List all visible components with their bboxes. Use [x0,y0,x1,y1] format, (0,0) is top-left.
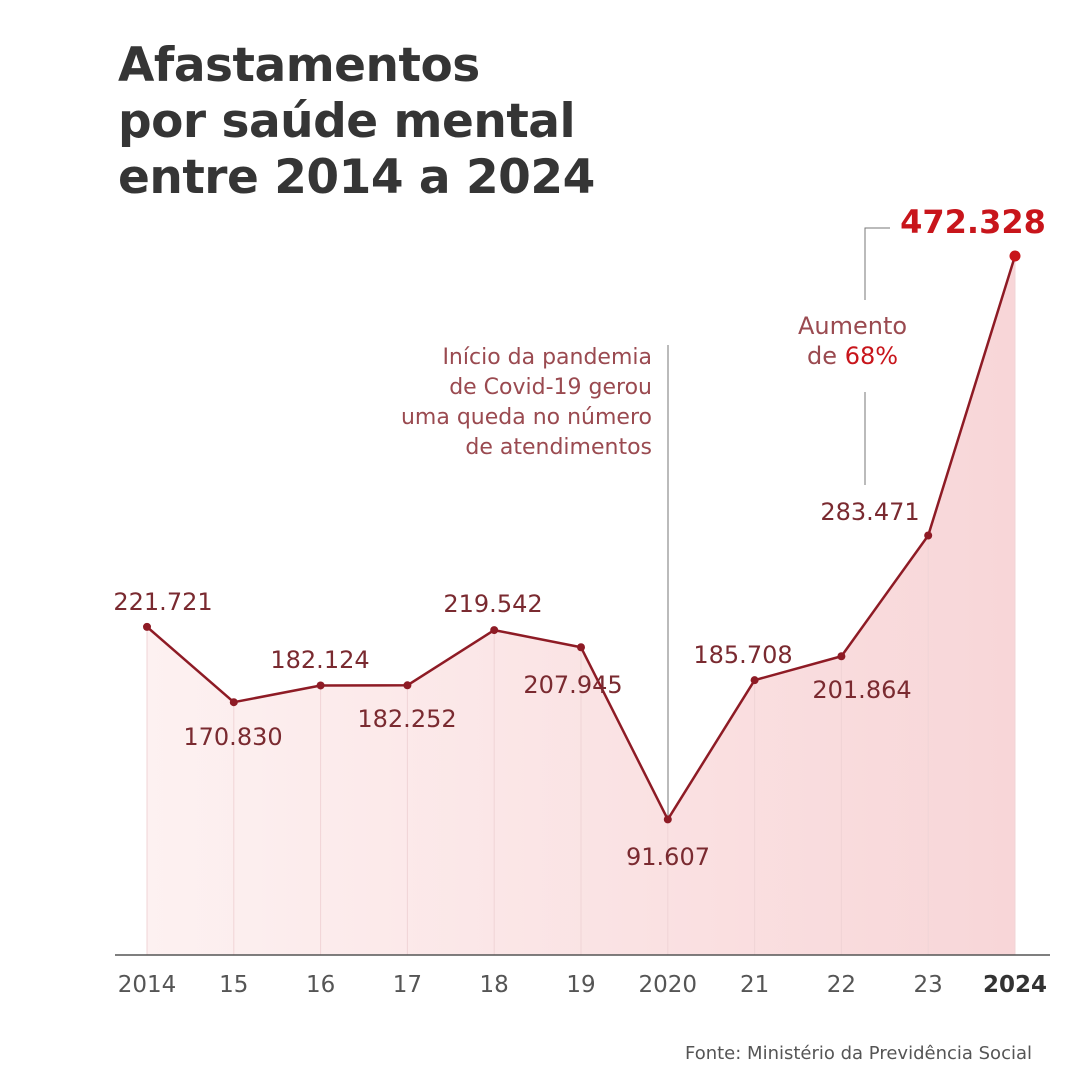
annotation-line: uma queda no número [400,405,652,430]
title-line: por saúde mental [118,94,576,149]
data-point [663,815,672,824]
data-point [143,622,151,631]
annotation-line: de atendimentos [465,435,652,460]
data-label: 283.471 [820,498,919,526]
x-tick-label: 23 [914,972,943,998]
x-tick-label: 18 [480,972,509,998]
x-tick-label: 19 [566,972,595,998]
data-label: 182.252 [357,705,456,733]
data-label: 221.721 [113,588,212,616]
annotation-prefix: de [807,342,845,370]
data-point [577,643,585,652]
x-tick-label: 2024 [983,972,1047,998]
data-label: 201.864 [812,676,911,704]
data-label: 219.542 [443,590,542,618]
data-label: 182.124 [270,646,369,674]
x-tick-label: 21 [740,972,769,998]
data-point [229,698,238,707]
data-point [1009,250,1021,262]
data-point [316,681,325,690]
annotation-line: de 68% [798,341,907,371]
x-tick-label: 2014 [118,972,177,998]
data-point [837,652,846,661]
x-tick-label: 16 [306,972,335,998]
increase-bracket-top [864,227,890,300]
covid-annotation: Início da pandemia de Covid-19 gerou uma… [401,343,652,463]
data-point [924,531,933,540]
x-tick-label: 22 [827,972,856,998]
data-point [490,626,499,635]
data-label: 472.328 [900,203,1046,241]
x-tick-label: 15 [219,972,248,998]
title-line: Afastamentos [118,38,480,93]
data-label: 170.830 [183,723,282,751]
data-point [403,681,412,690]
area-fill [147,256,1015,955]
annotation-line: de Covid-19 gerou [449,375,652,400]
title-line: entre 2014 a 2024 [118,150,595,205]
data-label: 91.607 [626,843,710,871]
source-note: Fonte: Ministério da Previdência Social [684,1043,1032,1064]
increase-percent: 68% [844,342,899,370]
data-label: 185.708 [693,641,792,669]
x-tick-label: 17 [393,972,422,998]
data-label: 207.945 [523,671,622,699]
increase-annotation: Aumento de 68% [798,311,907,371]
data-point [750,676,759,685]
x-tick-label: 2020 [639,972,698,998]
annotation-line: Início da pandemia [442,345,652,370]
chart-title: Afastamentos por saúde mental entre 2014… [118,38,595,206]
annotation-line: Aumento [798,312,908,340]
